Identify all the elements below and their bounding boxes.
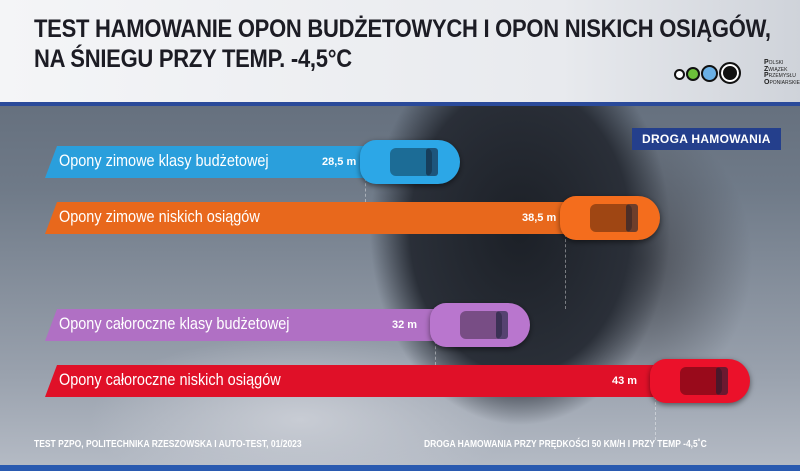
bar-label: Opony zimowe klasy budżetowej [59,151,269,170]
legend-badge: DROGA HAMOWANIA [632,128,781,150]
car-icon [650,359,750,403]
data-label: 38,5 m [522,212,557,224]
title-line-2: NA ŚNIEGU PRZY TEMP. -4,5°C [34,45,352,73]
source-note: TEST PZPO, POLITECHNIKA RZESZOWSKA I AUT… [34,439,302,450]
data-label: 32 m [392,319,418,331]
bar [45,309,440,341]
data-label: 28,5 m [322,156,357,168]
guide-line [655,397,656,440]
page-title: TEST HAMOWANIE OPON BUDŻETOWYCH I OPON N… [34,14,771,74]
bar [45,202,570,234]
bar [45,146,370,178]
guide-line [365,178,366,202]
bar [45,365,660,397]
guide-line [435,341,436,365]
guide-line [565,234,566,309]
footer-strip [0,465,800,471]
conditions-note: DROGA HAMOWANIA PRZY PRĘDKOŚCI 50 KM/H I… [424,439,707,450]
header: TEST HAMOWANIE OPON BUDŻETOWYCH I OPON N… [0,0,800,102]
header-divider [0,102,800,106]
car-icon [560,196,660,240]
logo-word: ZWIĄZEK [764,65,788,73]
pzpo-logo: POLSKIZWIĄZEKPRZEMYSŁUOPONIARSKIEGO [672,59,800,88]
bar-label: Opony zimowe niskich osiągów [59,207,260,226]
logo-word: OPONIARSKIEGO [764,78,800,86]
title-line-1: TEST HAMOWANIE OPON BUDŻETOWYCH I OPON N… [34,15,771,43]
bar-label: Opony całoroczne klasy budżetowej [59,314,290,333]
data-label: 43 m [612,375,638,387]
car-icon [430,303,530,347]
logo-word: POLSKI [764,59,784,66]
car-icon [360,140,460,184]
bar-label: Opony całoroczne niskich osiągów [59,370,281,389]
logo-word: PRZEMYSŁU [764,72,796,79]
